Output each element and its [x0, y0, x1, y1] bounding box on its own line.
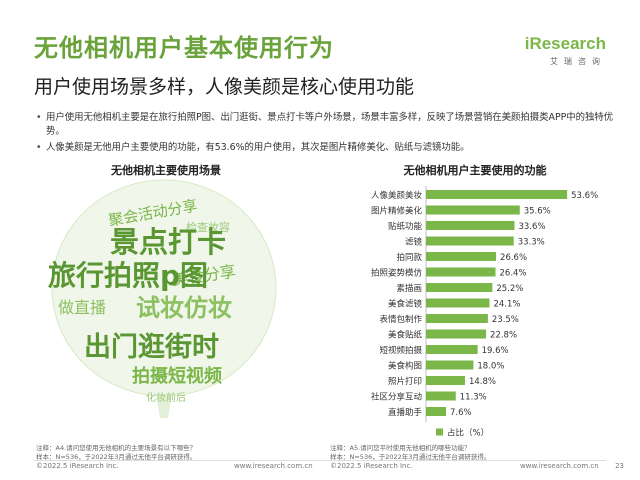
- category-label: 滤镜: [405, 237, 423, 248]
- bar: [426, 345, 478, 354]
- footnote-line: 样本：N=536，于2022年3月通过无他平台调研获得。: [36, 453, 197, 461]
- logo-subtext: 艾瑞咨询: [550, 57, 606, 66]
- footer-copyright-left: ©2022.5 iResearch Inc.: [36, 462, 119, 470]
- left-panel-title: 无他相机主要使用场景: [111, 164, 221, 177]
- bar: [426, 267, 496, 277]
- logo-text: iResearch: [524, 34, 606, 53]
- bar: [426, 205, 520, 215]
- bar: [426, 314, 488, 323]
- footer-url-right: www.iresearch.com.cn: [520, 462, 599, 470]
- cloud-word: 出门逛街时: [84, 332, 219, 363]
- value-label: 19.6%: [482, 346, 509, 356]
- category-label: 表情包制作: [379, 314, 422, 325]
- footer-copyright-right: ©2022.5 iResearch Inc.: [330, 462, 413, 470]
- cloud-word: 景点打卡: [110, 225, 227, 259]
- footnote-line: 注释：A5.请问您平时使用无他相机的哪些功能？: [330, 444, 471, 452]
- summary-bullets: 用户使用无他相机主要是在旅行拍照P图、出门逛街、景点打卡等户外场景，场景丰富多样…: [34, 111, 616, 157]
- category-label: 短视频拍摄: [379, 345, 422, 356]
- value-label: 53.6%: [571, 191, 598, 201]
- footnote-line: 样本：N=536，于2022年3月通过无他平台调研获得。: [330, 453, 491, 461]
- bullet-item: 人像美颜是无他用户主要使用的功能，有53.6%的用户使用，其次是图片精修美化、贴…: [34, 141, 616, 155]
- value-label: 26.6%: [500, 253, 527, 263]
- category-label: 直播助手: [388, 407, 423, 418]
- bar: [426, 190, 568, 199]
- bar: [426, 252, 497, 261]
- cloud-word: 检查妆容: [186, 221, 230, 234]
- category-label: 图片精修美化: [371, 206, 423, 217]
- bar: [426, 376, 465, 385]
- balloon-shape: [51, 179, 277, 418]
- page-subtitle: 用户使用场景多样，人像美颜是核心使用功能: [34, 76, 415, 98]
- category-label: 美食贴纸: [388, 330, 423, 341]
- value-label: 23.5%: [492, 315, 519, 325]
- value-label: 33.6%: [518, 222, 545, 232]
- bar: [426, 221, 515, 230]
- bar: [426, 236, 514, 246]
- cloud-word: 旅行拍照p图: [48, 259, 209, 292]
- category-label: 拍同款: [396, 252, 422, 263]
- footer-divider: [34, 460, 606, 461]
- right-panel-title: 无他相机用户主要使用的功能: [403, 164, 547, 177]
- value-label: 11.3%: [460, 393, 487, 403]
- bar: [426, 360, 474, 370]
- category-label: 贴纸功能: [388, 221, 423, 232]
- footnote-line: 注释：A4.请问您使用无他相机的主要场景有以下哪些？: [36, 444, 197, 452]
- value-label: 33.3%: [518, 238, 545, 248]
- legend-swatch: [436, 428, 443, 436]
- cloud-word: 试妆仿妆: [136, 294, 232, 322]
- right-footnote: 注释：A5.请问您平时使用无他相机的哪些功能？ 样本：N=536，于2022年3…: [330, 444, 490, 462]
- cloud-word: 拍摄短视频: [132, 366, 222, 387]
- value-label: 22.8%: [490, 331, 517, 341]
- bar: [426, 283, 493, 292]
- word-cloud: 聚会活动分享 检查妆容 景点打卡 美食分享 旅行拍照p图 做直播 试妆仿妆 出门…: [36, 178, 296, 436]
- bullet-item: 用户使用无他相机主要是在旅行拍照P图、出门逛街、景点打卡等户外场景，场景丰富多样…: [34, 111, 616, 139]
- value-label: 26.4%: [500, 269, 527, 279]
- page-number: 23: [615, 462, 624, 470]
- bar: [426, 329, 487, 339]
- cloud-word: 化妆前后: [146, 393, 186, 404]
- bar: [426, 391, 456, 401]
- category-label: 素描画: [396, 283, 422, 294]
- value-label: 18.0%: [477, 362, 504, 372]
- value-label: 7.6%: [450, 408, 472, 418]
- legend-label: 占比（%）: [447, 428, 489, 437]
- cloud-word: 做直播: [58, 298, 107, 317]
- value-label: 14.8%: [469, 377, 496, 387]
- feature-bar-chart: 人像美颜美妆 53.6% 图片精修美化 35.6% 贴纸功能 33.6% 滤镜 33.3% 拍同…: [330, 178, 620, 439]
- bar: [426, 298, 490, 308]
- category-label: 拍照姿势模仿: [371, 268, 423, 279]
- category-label: 社区分享互动: [371, 392, 423, 403]
- bar-chart-svg: 人像美颜美妆 53.6% 图片精修美化 35.6% 贴纸功能 33.6% 滤镜 33.3% 拍同…: [371, 186, 598, 439]
- value-label: 24.1%: [493, 300, 520, 310]
- category-label: 人像美颜美妆: [371, 190, 423, 201]
- category-label: 美食构图: [388, 361, 422, 372]
- page-title: 无他相机用户基本使用行为: [34, 34, 334, 62]
- footer-url-left: www.iresearch.com.cn: [234, 462, 313, 470]
- category-label: 照片打印: [388, 376, 422, 387]
- left-footnote: 注释：A4.请问您使用无他相机的主要场景有以下哪些？ 样本：N=536，于202…: [36, 444, 196, 462]
- iresearch-logo: iResearch 艾瑞咨询: [525, 34, 606, 67]
- value-label: 35.6%: [524, 207, 551, 217]
- bar: [426, 407, 447, 416]
- category-label: 美食滤镜: [388, 299, 423, 310]
- value-label: 25.2%: [496, 284, 523, 294]
